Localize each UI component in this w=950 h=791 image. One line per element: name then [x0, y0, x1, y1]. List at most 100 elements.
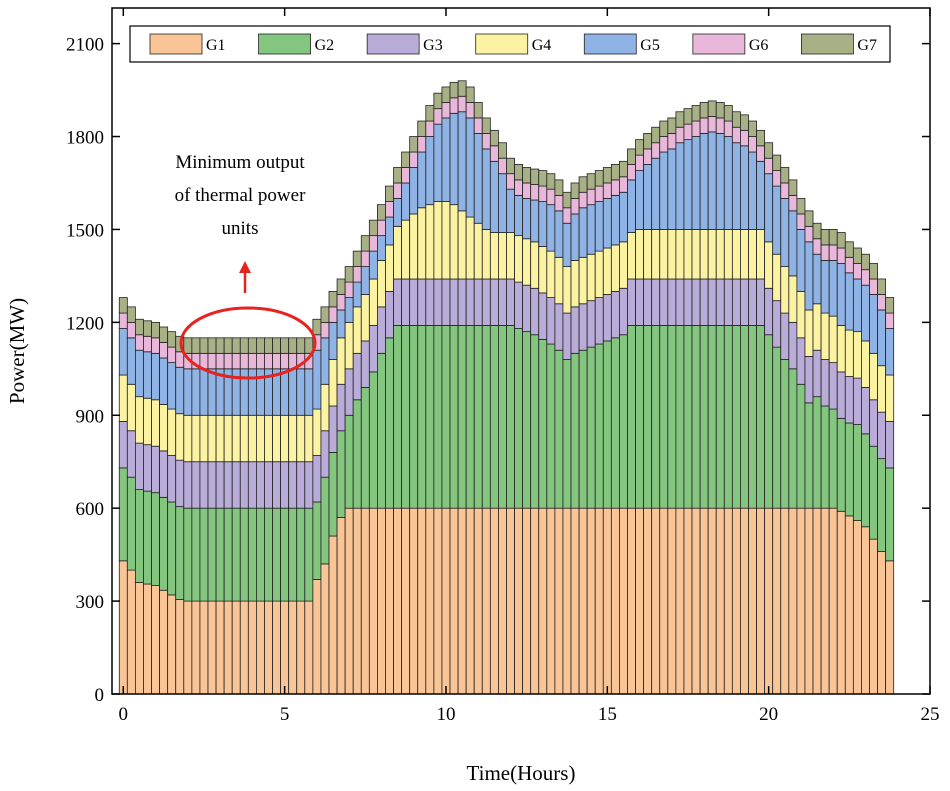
- bar-segment: [619, 176, 628, 193]
- bar-segment: [627, 232, 636, 280]
- bar-segment: [651, 325, 661, 509]
- y-tick-label: 1800: [66, 128, 104, 149]
- bar-segment: [151, 492, 160, 587]
- bar-segment: [457, 507, 467, 695]
- bar-segment: [546, 173, 556, 190]
- bar-segment: [409, 167, 419, 215]
- bar-segment: [377, 235, 386, 261]
- bar-segment: [126, 476, 136, 571]
- bar-segment: [328, 290, 338, 308]
- bar-segment: [691, 229, 701, 280]
- bar-segment: [481, 117, 491, 134]
- bar-segment: [796, 507, 806, 695]
- bar-segment: [352, 250, 362, 268]
- bar-segment: [433, 325, 443, 509]
- bar-segment: [772, 185, 782, 255]
- bar-segment: [602, 507, 612, 695]
- bar-segment: [272, 461, 282, 509]
- bar-segment: [667, 325, 677, 509]
- bar-segment: [457, 80, 467, 97]
- bar-segment: [715, 278, 725, 326]
- bar-segment: [385, 337, 394, 509]
- bar-segment: [393, 507, 403, 695]
- bar-segment: [578, 349, 588, 509]
- bar-segment: [457, 210, 467, 280]
- bar-segment: [594, 185, 604, 202]
- bar-segment: [877, 278, 887, 295]
- bar-segment: [377, 260, 386, 308]
- y-tick-label: 300: [76, 592, 105, 613]
- bar-segment: [643, 133, 653, 150]
- highlight-ellipse: [179, 306, 317, 380]
- bar-segment: [578, 191, 588, 209]
- bar-segment: [143, 444, 152, 492]
- bar-segment: [191, 368, 201, 416]
- bar-segment: [602, 340, 612, 509]
- bar-segment: [272, 414, 282, 463]
- bar-segment: [352, 352, 362, 401]
- bar-segment: [344, 321, 354, 370]
- bar-segment: [885, 467, 895, 562]
- bar-segment: [159, 357, 169, 405]
- bar-segment: [320, 563, 330, 695]
- bar-segment: [304, 461, 314, 509]
- bar-segment: [683, 108, 693, 125]
- bar-segment: [134, 442, 144, 490]
- bar-segment: [651, 507, 661, 695]
- bar-segment: [272, 507, 282, 602]
- bar-segment: [118, 467, 128, 562]
- bar-segment: [828, 408, 838, 509]
- bar-segment: [586, 346, 596, 509]
- bar-segment: [723, 105, 733, 122]
- bar-segment: [143, 335, 152, 353]
- bar-segment: [489, 507, 499, 695]
- bar-segment: [296, 414, 306, 463]
- bar-segment: [320, 321, 330, 339]
- bar-segment: [627, 179, 636, 233]
- bar-segment: [312, 501, 322, 580]
- bar-segment: [498, 232, 507, 280]
- bar-segment: [344, 297, 354, 323]
- bar-segment: [562, 222, 572, 268]
- bar-segment: [352, 281, 362, 308]
- bar-segment: [506, 232, 515, 280]
- bar-segment: [610, 164, 620, 181]
- bar-segment: [715, 117, 725, 134]
- bar-segment: [635, 325, 645, 509]
- bar-segment: [546, 204, 556, 252]
- bar-segment: [368, 235, 378, 252]
- bar-segment: [433, 507, 443, 695]
- bar-segment: [852, 520, 862, 695]
- bar-segment: [562, 312, 572, 360]
- annotation: of thermal power: [175, 185, 307, 206]
- bar-segment: [570, 198, 580, 215]
- bar-segment: [465, 507, 475, 695]
- bar-segment: [481, 507, 491, 695]
- bar-segment: [731, 111, 741, 128]
- bar-segment: [239, 600, 249, 695]
- bar-segment: [740, 229, 749, 280]
- bar-segment: [465, 216, 475, 280]
- bar-segment: [796, 229, 806, 292]
- bar-segment: [796, 383, 806, 509]
- bar-segment: [231, 414, 241, 463]
- bar-segment: [167, 408, 177, 456]
- bar-segment: [885, 560, 895, 695]
- bar-segment: [869, 294, 878, 354]
- bar-segment: [514, 194, 524, 237]
- bar-segment: [143, 583, 152, 695]
- bar-segment: [377, 204, 386, 221]
- bar-segment: [441, 278, 451, 326]
- bar-segment: [199, 507, 209, 602]
- bar-segment: [554, 507, 564, 695]
- bar-segment: [594, 507, 604, 695]
- bar-segment: [594, 343, 604, 509]
- bar-segment: [586, 300, 596, 348]
- bar-segment: [756, 129, 766, 147]
- bar-segment: [877, 309, 887, 367]
- bar-segment: [594, 170, 604, 187]
- bar-segment: [619, 191, 628, 243]
- bar-segment: [441, 102, 451, 119]
- bar-segment: [691, 136, 701, 230]
- bar-segment: [151, 585, 160, 695]
